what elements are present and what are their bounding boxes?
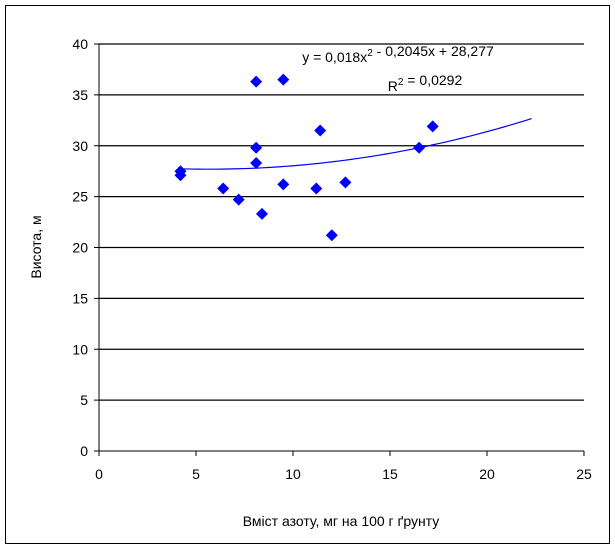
data-point [277,73,290,86]
data-point [250,141,263,154]
y-tick-label: 20 [72,240,88,256]
x-axis-title: Вміст азоту, мг на 100 г ґрунту [243,513,440,529]
data-point [277,178,290,191]
y-tick-label: 10 [72,341,88,357]
y-tick-label: 25 [72,189,88,205]
data-point [217,182,230,195]
data-point [310,182,323,195]
y-tick-label: 35 [72,87,88,103]
y-axis-title: Висота, м [28,215,44,278]
y-tick-label: 40 [72,36,88,52]
data-point [232,193,245,206]
x-axis-ticks: 0 5 10 15 20 25 [95,451,592,482]
y-tick-label: 30 [72,138,88,154]
data-point [426,120,439,133]
data-point [314,124,327,137]
y-tick-label: 5 [80,392,88,408]
data-point [174,169,187,182]
trendline [180,118,532,170]
x-tick-label: 25 [576,466,592,482]
x-tick-label: 15 [382,466,398,482]
data-point [325,229,338,242]
gridlines [99,43,584,401]
chart-frame: 0 5 10 15 20 25 0 5 10 15 20 25 30 35 40 y = 0,018x2 … [5,5,610,544]
data-point [250,157,263,170]
y-tick-label: 0 [80,443,88,459]
x-tick-label: 0 [95,466,103,482]
data-point [339,176,352,189]
x-tick-label: 10 [285,466,301,482]
x-tick-label: 5 [192,466,200,482]
x-tick-label: 20 [479,466,495,482]
data-points [174,73,439,242]
y-axis-ticks: 0 5 10 15 20 25 30 35 40 [72,36,99,459]
y-tick-label: 15 [72,290,88,306]
data-point [413,141,426,154]
data-point [250,75,263,88]
